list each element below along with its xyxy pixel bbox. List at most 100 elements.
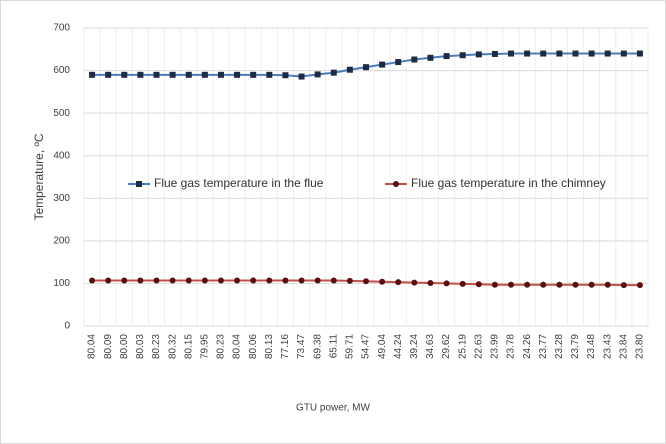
x-tick-label: 80.00 bbox=[119, 334, 130, 359]
x-tick-label: 80.04 bbox=[232, 334, 243, 359]
x-axis-title: GTU power, MW bbox=[296, 403, 370, 414]
data-point bbox=[153, 277, 160, 284]
legend-marker bbox=[136, 181, 142, 187]
data-point bbox=[491, 281, 498, 288]
x-tick-label: 80.03 bbox=[135, 334, 146, 359]
y-axis-title: Temperature, ºC bbox=[32, 133, 46, 220]
data-point bbox=[105, 71, 112, 78]
data-point bbox=[201, 277, 208, 284]
data-point bbox=[234, 71, 241, 78]
data-point bbox=[491, 50, 498, 57]
data-point bbox=[314, 277, 321, 284]
y-tick-label: 600 bbox=[53, 65, 70, 76]
x-tick-label: 69.38 bbox=[312, 334, 323, 359]
data-point bbox=[636, 282, 643, 289]
x-tick-label: 23.77 bbox=[538, 334, 549, 359]
data-point bbox=[620, 50, 627, 57]
x-tick-label: 73.47 bbox=[296, 334, 307, 359]
data-point bbox=[169, 277, 176, 284]
data-point bbox=[121, 71, 128, 78]
data-point bbox=[250, 277, 257, 284]
data-point bbox=[379, 61, 386, 68]
data-point bbox=[330, 69, 337, 76]
data-point bbox=[524, 281, 531, 288]
data-point bbox=[604, 50, 611, 57]
data-point bbox=[588, 281, 595, 288]
data-point bbox=[217, 71, 224, 78]
data-point bbox=[185, 277, 192, 284]
data-point bbox=[169, 71, 176, 78]
data-point bbox=[443, 53, 450, 60]
data-point bbox=[346, 277, 353, 284]
x-tick-label: 80.23 bbox=[216, 334, 227, 359]
x-tick-label: 23.84 bbox=[618, 334, 629, 359]
data-point bbox=[443, 280, 450, 287]
data-point bbox=[89, 71, 96, 78]
data-point bbox=[556, 281, 563, 288]
x-tick-label: 49.04 bbox=[377, 334, 388, 359]
x-tick-label: 23.80 bbox=[635, 334, 646, 359]
data-point bbox=[201, 71, 208, 78]
data-point bbox=[572, 281, 579, 288]
data-point bbox=[459, 280, 466, 287]
data-point bbox=[282, 72, 289, 79]
x-tick-label: 59.71 bbox=[345, 334, 356, 359]
data-point bbox=[620, 282, 627, 289]
data-point bbox=[475, 51, 482, 58]
y-tick-label: 0 bbox=[64, 321, 70, 332]
y-tick-label: 200 bbox=[53, 235, 70, 246]
data-point bbox=[379, 278, 386, 285]
data-point bbox=[540, 281, 547, 288]
x-tick-label: 80.06 bbox=[248, 334, 259, 359]
data-point bbox=[137, 277, 144, 284]
data-point bbox=[459, 52, 466, 59]
data-point bbox=[314, 71, 321, 78]
data-point bbox=[185, 71, 192, 78]
x-tick-label: 25.19 bbox=[457, 334, 468, 359]
y-tick-label: 700 bbox=[53, 23, 70, 34]
x-tick-label: 23.43 bbox=[602, 334, 613, 359]
data-point bbox=[524, 50, 531, 57]
data-point bbox=[636, 50, 643, 57]
x-tick-label: 79.95 bbox=[199, 334, 210, 359]
x-tick-label: 23.78 bbox=[506, 334, 517, 359]
data-point bbox=[540, 50, 547, 57]
legend-label: Flue gas temperature in the flue bbox=[154, 176, 324, 190]
y-tick-label: 100 bbox=[53, 278, 70, 289]
x-tick-label: 80.15 bbox=[183, 334, 194, 359]
data-point bbox=[153, 71, 160, 78]
data-point bbox=[217, 277, 224, 284]
data-point bbox=[266, 277, 273, 284]
x-tick-label: 44.24 bbox=[393, 334, 404, 359]
data-point bbox=[508, 281, 515, 288]
x-tick-label: 80.09 bbox=[103, 334, 114, 359]
x-tick-label: 23.79 bbox=[570, 334, 581, 359]
data-point bbox=[298, 73, 305, 80]
data-point bbox=[234, 277, 241, 284]
y-tick-label: 400 bbox=[53, 150, 70, 161]
x-tick-label: 22.63 bbox=[473, 334, 484, 359]
x-tick-label: 23.48 bbox=[586, 334, 597, 359]
legend-marker bbox=[393, 181, 399, 187]
y-tick-label: 500 bbox=[53, 108, 70, 119]
x-tick-label: 24.26 bbox=[522, 334, 533, 359]
x-tick-label: 34.63 bbox=[425, 334, 436, 359]
data-point bbox=[266, 71, 273, 78]
data-point bbox=[363, 64, 369, 71]
x-tick-label: 65.11 bbox=[328, 334, 339, 359]
data-point bbox=[475, 281, 482, 288]
legend-label: Flue gas temperature in the chimney bbox=[411, 176, 606, 190]
data-point bbox=[572, 50, 579, 57]
x-tick-label: 77.16 bbox=[280, 334, 291, 359]
data-point bbox=[137, 71, 144, 78]
data-point bbox=[588, 50, 595, 57]
data-point bbox=[363, 278, 369, 285]
x-tick-label: 80.04 bbox=[87, 334, 98, 359]
y-tick-label: 300 bbox=[53, 193, 70, 204]
data-point bbox=[395, 279, 402, 286]
data-point bbox=[330, 277, 337, 284]
x-tick-label: 23.99 bbox=[490, 334, 501, 359]
data-point bbox=[427, 54, 434, 61]
x-tick-label: 29.62 bbox=[441, 334, 452, 359]
x-tick-label: 80.32 bbox=[167, 334, 178, 359]
